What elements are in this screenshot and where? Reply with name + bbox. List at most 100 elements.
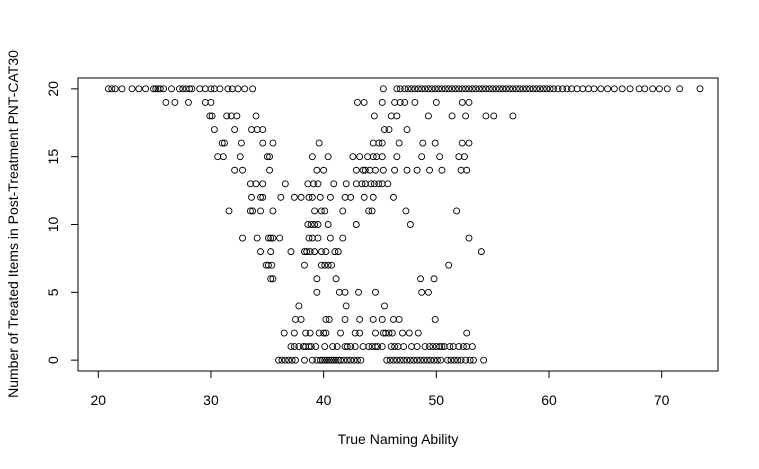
data-point <box>490 112 498 120</box>
data-point <box>399 329 406 337</box>
data-point <box>320 166 328 174</box>
data-point <box>108 85 116 93</box>
data-point <box>597 85 605 93</box>
data-point <box>411 85 419 93</box>
data-point <box>249 85 257 93</box>
data-point <box>458 85 466 93</box>
data-point <box>424 85 432 93</box>
data-point <box>290 193 298 201</box>
data-point <box>319 356 326 364</box>
data-point <box>455 343 463 351</box>
data-point <box>184 98 192 106</box>
data-point <box>492 85 500 93</box>
x-axis-ticks: 20 30 40 50 60 70 <box>90 371 670 408</box>
data-point <box>512 85 520 93</box>
data-point <box>252 180 260 188</box>
data-point <box>280 329 288 337</box>
data-point <box>381 126 388 134</box>
data-point <box>390 356 397 364</box>
data-point <box>337 329 344 337</box>
data-point <box>408 343 415 351</box>
data-point <box>357 356 365 364</box>
data-point <box>246 207 254 215</box>
data-point <box>359 343 367 351</box>
data-point <box>324 153 332 161</box>
data-point <box>457 166 465 174</box>
data-point <box>308 193 316 201</box>
data-point <box>287 248 295 256</box>
data-point <box>267 248 275 256</box>
data-point <box>276 234 284 242</box>
data-point <box>539 85 547 93</box>
data-point <box>353 356 361 364</box>
data-point <box>369 153 377 161</box>
data-point <box>438 85 446 93</box>
data-point <box>462 356 470 364</box>
data-point <box>267 275 275 283</box>
data-point <box>418 288 426 296</box>
data-point <box>321 356 329 364</box>
data-point <box>321 343 329 351</box>
data-point <box>384 180 392 188</box>
data-point <box>462 85 470 93</box>
data-point <box>356 153 364 161</box>
data-point <box>369 316 377 323</box>
data-point <box>313 275 321 283</box>
data-point <box>308 356 316 364</box>
data-point <box>635 85 643 93</box>
data-point <box>431 316 439 323</box>
data-point <box>554 85 562 93</box>
data-point <box>347 193 355 201</box>
data-point <box>118 85 126 93</box>
data-point <box>168 85 175 93</box>
data-point <box>418 85 426 93</box>
data-point <box>301 261 308 269</box>
data-point <box>135 85 143 93</box>
data-point <box>428 85 436 93</box>
data-point <box>150 85 157 93</box>
data-point <box>253 126 261 134</box>
data-point <box>372 166 379 174</box>
x-axis-title: True Naming Ability <box>338 431 459 447</box>
data-point <box>360 193 368 201</box>
data-point <box>470 356 477 364</box>
data-point <box>395 139 403 147</box>
data-point <box>406 356 414 364</box>
data-point <box>314 234 322 242</box>
data-point <box>523 85 530 93</box>
data-point <box>246 180 254 188</box>
data-point <box>364 153 372 161</box>
data-point <box>320 329 328 337</box>
data-point <box>458 139 466 147</box>
data-point <box>372 288 379 296</box>
data-point <box>436 343 444 351</box>
data-point <box>413 343 421 351</box>
data-point <box>396 85 404 93</box>
data-point <box>307 343 315 351</box>
data-point <box>290 329 298 337</box>
data-point <box>383 356 391 364</box>
data-point <box>128 85 136 93</box>
data-point <box>326 193 334 201</box>
data-point <box>207 85 215 93</box>
data-point <box>317 248 325 256</box>
data-point <box>372 343 379 351</box>
data-point <box>313 288 321 296</box>
data-point <box>241 85 249 93</box>
data-point <box>529 85 537 93</box>
data-point <box>104 85 112 93</box>
data-point <box>509 85 517 93</box>
data-point <box>485 85 493 93</box>
data-point <box>343 343 351 351</box>
data-point <box>171 98 179 106</box>
data-point <box>359 166 367 174</box>
data-point <box>305 234 313 242</box>
data-point <box>351 329 359 337</box>
data-point <box>186 85 194 93</box>
data-point <box>403 166 411 174</box>
data-point <box>379 85 387 93</box>
data-point <box>536 85 544 93</box>
data-point <box>391 98 399 106</box>
data-point <box>325 316 333 323</box>
data-point <box>499 85 507 93</box>
